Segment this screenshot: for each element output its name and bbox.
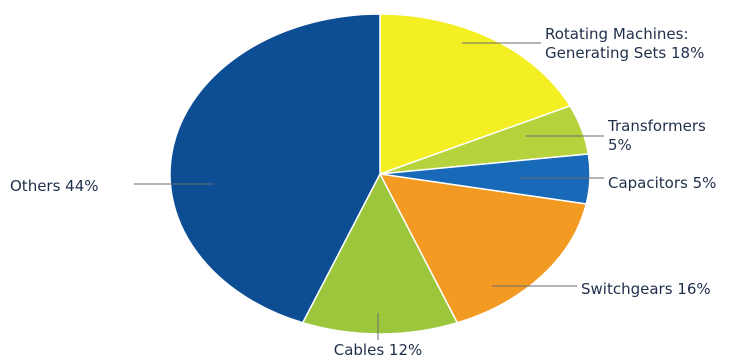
label-switchgears: Switchgears 16% — [581, 280, 711, 298]
label-rotating-machines: Rotating Machines: Generating Sets 18% — [545, 25, 704, 62]
label-cables: Cables 12% — [334, 341, 423, 358]
slice-labels: Rotating Machines: Generating Sets 18% T… — [10, 25, 716, 358]
label-capacitors: Capacitors 5% — [608, 174, 716, 192]
pie-slice-others — [169, 13, 381, 324]
pie-slice-switchgears — [378, 173, 588, 324]
label-transformers: Transformers 5% — [607, 117, 711, 154]
pie-slices — [169, 13, 591, 335]
label-others: Others 44% — [10, 177, 99, 195]
pie-slice-cables — [301, 172, 459, 335]
leader-lines — [134, 42, 604, 340]
pie-slice-rotating — [379, 13, 572, 176]
